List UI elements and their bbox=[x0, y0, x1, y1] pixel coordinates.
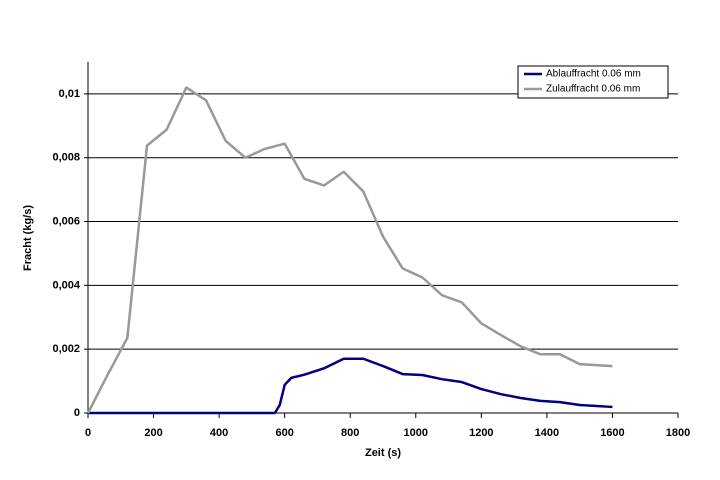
series-line bbox=[86, 86, 613, 414]
x-tick-label: 600 bbox=[275, 427, 293, 439]
legend-label: Zulauffracht 0.06 mm bbox=[546, 84, 640, 95]
y-tick-label: 0,004 bbox=[52, 279, 80, 291]
x-tick-label: 1400 bbox=[535, 427, 559, 439]
y-tick-label: 0 bbox=[74, 407, 80, 419]
y-axis-title: Fracht (kg/s) bbox=[22, 205, 34, 271]
y-tick-label: 0,01 bbox=[59, 88, 80, 100]
x-tick-label: 1800 bbox=[666, 427, 690, 439]
x-tick-label: 400 bbox=[210, 427, 228, 439]
series-line bbox=[88, 357, 613, 415]
legend-label: Ablauffracht 0.06 mm bbox=[546, 69, 641, 80]
x-tick-label: 1200 bbox=[469, 427, 493, 439]
x-tick-label: 1600 bbox=[600, 427, 624, 439]
y-tick-label: 0,008 bbox=[52, 152, 80, 164]
x-tick-label: 800 bbox=[341, 427, 359, 439]
x-tick-label: 1000 bbox=[404, 427, 428, 439]
x-tick-label: 200 bbox=[144, 427, 162, 439]
legend-box bbox=[517, 65, 669, 99]
y-tick-label: 0,002 bbox=[52, 343, 80, 355]
x-tick-label: 0 bbox=[85, 427, 91, 439]
y-tick-label: 0,006 bbox=[52, 215, 80, 227]
x-axis-title: Zeit (s) bbox=[365, 447, 401, 459]
